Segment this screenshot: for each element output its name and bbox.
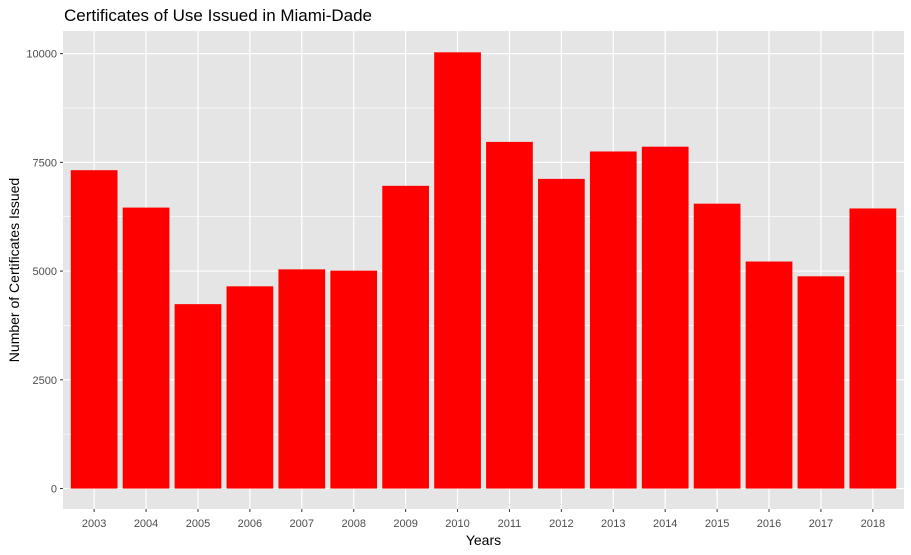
x-tick-label: 2008 bbox=[341, 518, 365, 530]
x-tick-label: 2013 bbox=[601, 518, 625, 530]
bar-2014 bbox=[641, 146, 689, 489]
x-tick-label: 2007 bbox=[290, 518, 314, 530]
bar-2003 bbox=[70, 170, 118, 489]
bars bbox=[70, 52, 897, 489]
x-tick-label: 2006 bbox=[238, 518, 262, 530]
y-tick-label: 2500 bbox=[33, 375, 57, 387]
bar-2018 bbox=[849, 208, 897, 489]
bar-2016 bbox=[745, 261, 793, 489]
x-tick-label: 2005 bbox=[186, 518, 210, 530]
y-axis-title: Number of Certificates Issued bbox=[6, 178, 22, 362]
bar-2011 bbox=[486, 141, 533, 489]
y-tick-label: 10000 bbox=[26, 49, 57, 61]
x-tick-label: 2014 bbox=[653, 518, 677, 530]
bar-2008 bbox=[330, 270, 378, 489]
bar-2010 bbox=[434, 52, 481, 489]
y-tick-label: 0 bbox=[51, 484, 57, 496]
bar-2015 bbox=[693, 203, 741, 489]
x-tick-label: 2017 bbox=[809, 518, 833, 530]
x-tick-label: 2018 bbox=[861, 518, 885, 530]
bar-2006 bbox=[226, 286, 274, 489]
bar-2013 bbox=[589, 151, 637, 489]
x-tick-label: 2004 bbox=[134, 518, 158, 530]
y-tick-label: 5000 bbox=[33, 266, 57, 278]
x-tick-label: 2015 bbox=[705, 518, 729, 530]
y-tick-label: 7500 bbox=[33, 157, 57, 169]
x-tick-label: 2011 bbox=[498, 518, 522, 530]
y-axis: 0 2500 5000 7500 10000 bbox=[26, 49, 63, 496]
bar-2017 bbox=[797, 276, 845, 489]
x-axis: 2003 2004 2005 2006 2007 2008 2009 2010 2011 2012… bbox=[82, 509, 885, 530]
bar-2007 bbox=[278, 269, 326, 489]
chart-title: Certificates of Use Issued in Miami-Dade bbox=[64, 6, 372, 25]
x-tick-label: 2009 bbox=[393, 518, 417, 530]
x-tick-label: 2010 bbox=[445, 518, 469, 530]
bar-2009 bbox=[382, 185, 429, 489]
x-tick-label: 2003 bbox=[82, 518, 106, 530]
x-tick-label: 2012 bbox=[549, 518, 573, 530]
bar-2012 bbox=[538, 178, 585, 489]
x-axis-title: Years bbox=[466, 532, 501, 548]
x-tick-label: 2016 bbox=[757, 518, 781, 530]
bar-2004 bbox=[122, 207, 170, 489]
bar-2005 bbox=[174, 304, 222, 489]
